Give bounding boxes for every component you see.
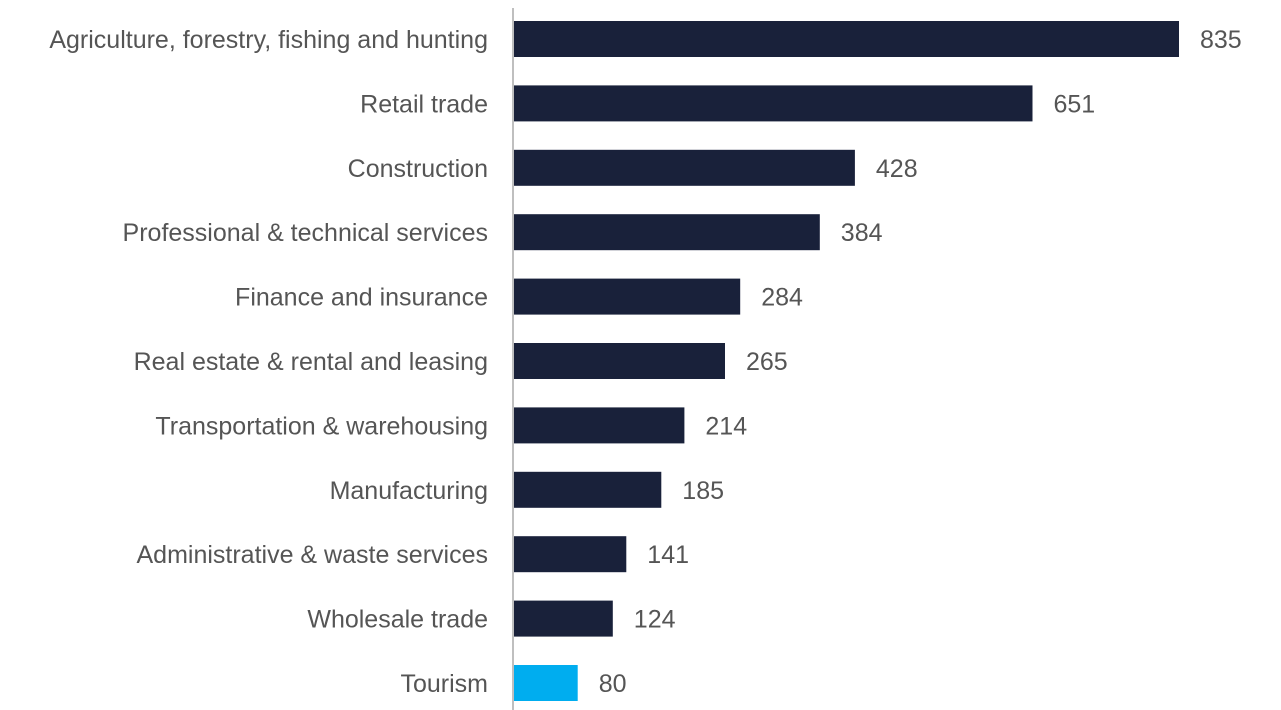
- category-label: Manufacturing: [330, 477, 488, 505]
- category-label: Finance and insurance: [235, 284, 488, 312]
- category-label: Real estate & rental and leasing: [134, 348, 488, 376]
- category-label: Transportation & warehousing: [155, 412, 488, 440]
- category-label: Retail trade: [360, 90, 488, 118]
- category-label: Wholesale trade: [307, 606, 488, 634]
- value-label: 384: [841, 219, 883, 247]
- category-label: Agriculture, forestry, fishing and hunti…: [49, 26, 488, 54]
- bar-10: [514, 665, 578, 701]
- value-label: 835: [1200, 26, 1242, 54]
- value-label: 214: [705, 412, 747, 440]
- value-labels: 835 651 428 384 284 265 214 185 141 124 80: [599, 26, 1242, 698]
- value-label: 284: [761, 284, 803, 312]
- bar-7: [514, 471, 662, 508]
- bar-9: [514, 600, 613, 637]
- category-label: Administrative & waste services: [136, 541, 488, 569]
- value-label: 124: [634, 606, 676, 634]
- bar-3: [514, 214, 820, 251]
- bar-6: [514, 407, 685, 444]
- bar-8: [514, 536, 627, 573]
- value-label: 651: [1054, 90, 1096, 118]
- value-label: 185: [682, 477, 724, 505]
- bar-5: [514, 343, 725, 379]
- bar-0: [514, 21, 1179, 57]
- value-label: 428: [876, 155, 918, 183]
- bars-layer: [514, 21, 1179, 701]
- category-label: Tourism: [400, 670, 488, 698]
- bar-4: [514, 278, 741, 315]
- category-labels: Agriculture, forestry, fishing and hunti…: [49, 26, 488, 698]
- category-label: Construction: [348, 155, 488, 183]
- value-label: 265: [746, 348, 788, 376]
- category-label: Professional & technical services: [123, 219, 488, 247]
- bar-1: [514, 85, 1033, 122]
- bar-2: [514, 149, 855, 186]
- value-label: 80: [599, 670, 627, 698]
- value-label: 141: [647, 541, 689, 569]
